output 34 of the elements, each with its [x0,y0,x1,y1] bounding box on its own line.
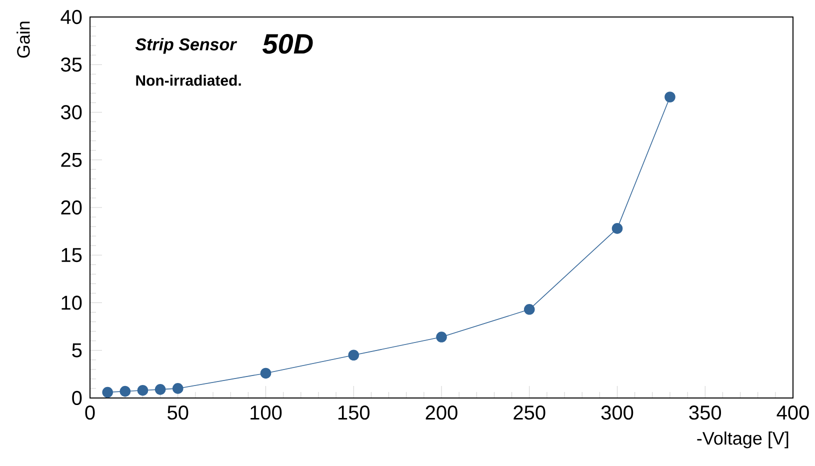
y-axis-title: Gain [16,22,30,58]
x-tick-label: 400 [776,406,809,420]
x-tick-label: 0 [85,406,95,420]
point [664,92,676,102]
annotation: Strip Sensor [135,38,238,54]
point [348,350,360,361]
y-tick-label: 5 [72,343,82,358]
annotation: Non-irradiated. [136,74,241,86]
y-tick-label: 0 [72,390,82,406]
y-tick-label: 25 [61,152,82,167]
y-tick-label: 40 [60,10,82,24]
x-axis-title: -Voltage [V] [697,432,788,448]
x-tick-label: 250 [514,406,546,420]
point [524,304,535,315]
y-tick-label: 30 [61,105,82,120]
point [137,384,148,396]
x-tick-label: 50 [168,406,188,420]
annotation: 50D [262,34,313,54]
x-tick-label: 350 [689,406,722,420]
y-tick-label: 35 [61,58,82,72]
point [436,332,447,342]
x-tick-label: 300 [601,406,634,420]
x-tick-label: 200 [426,406,458,420]
point [172,383,184,394]
point [612,223,623,234]
point [154,384,166,395]
x-tick-label: 100 [250,406,282,420]
y-tick-label: 15 [62,248,82,262]
point [260,368,272,379]
y-tick-label: 10 [62,296,82,310]
x-tick-label: 150 [338,406,370,420]
point [120,386,131,397]
y-tick-label: 20 [61,200,82,215]
point [102,386,113,398]
